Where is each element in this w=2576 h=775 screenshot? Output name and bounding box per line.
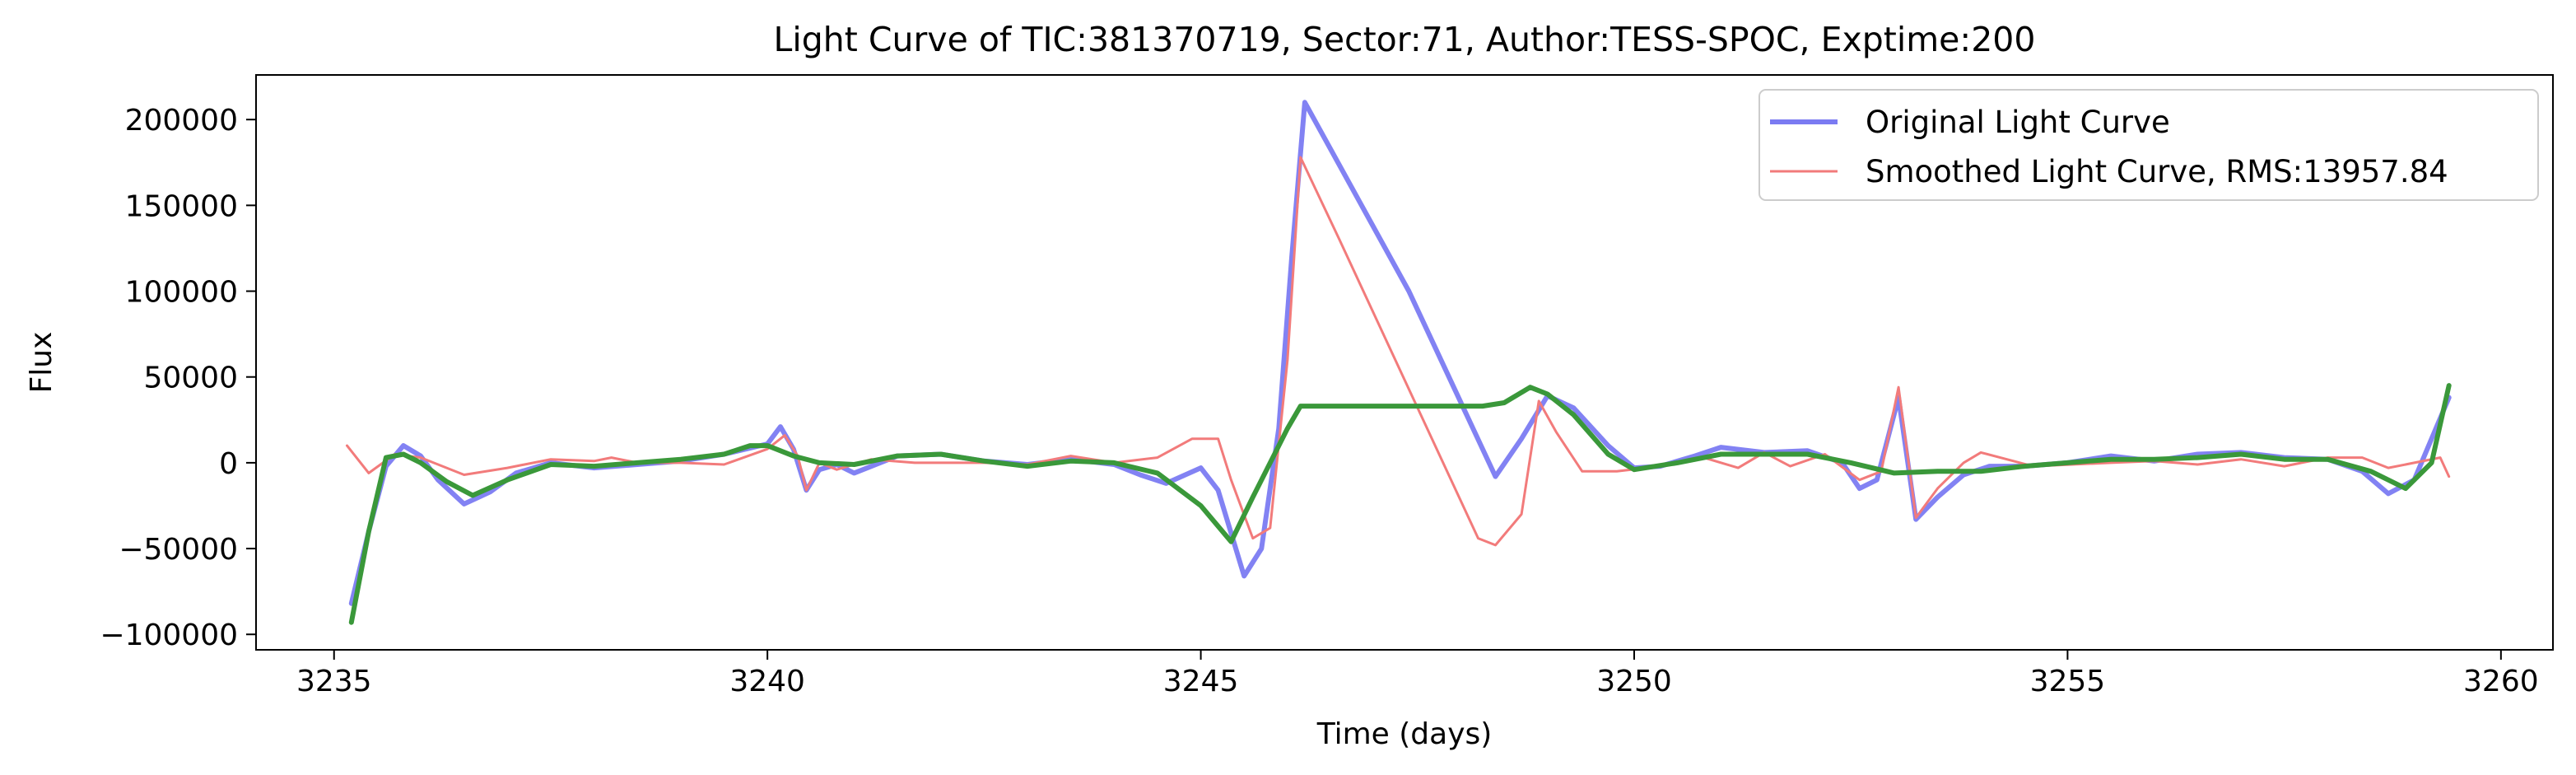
- legend-label-original: Original Light Curve: [1866, 105, 2170, 140]
- x-tick-label: 3260: [2463, 665, 2539, 698]
- chart-title: Light Curve of TIC:381370719, Sector:71,…: [774, 20, 2036, 59]
- x-axis-label: Time (days): [1316, 717, 1493, 751]
- x-tick-label: 3250: [1596, 665, 1672, 698]
- y-tick-label: 0: [219, 447, 238, 481]
- x-axis: 3235 3240 3245 3250 3255 3260: [296, 650, 2539, 698]
- y-tick-label: 100000: [125, 276, 238, 310]
- y-tick-label: 50000: [143, 362, 238, 395]
- x-tick-label: 3245: [1163, 665, 1239, 698]
- series-layer: [346, 100, 2452, 625]
- plot-frame: [255, 74, 2554, 651]
- y-axis-label: Flux: [25, 332, 58, 394]
- y-tick-label: 150000: [125, 189, 238, 223]
- x-tick-label: 3255: [2030, 665, 2106, 698]
- y-axis: −100000 −50000 0 50000 100000 150000 200000: [100, 104, 256, 652]
- series-line-green: [348, 383, 2452, 625]
- x-tick-label: 3240: [729, 665, 805, 698]
- legend-label-smoothed: Smoothed Light Curve, RMS:13957.84: [1866, 154, 2448, 189]
- legend: Original Light Curve Smoothed Light Curv…: [1758, 89, 2539, 201]
- y-tick-label: −100000: [100, 619, 238, 652]
- y-tick-label: 200000: [125, 104, 238, 138]
- legend-box: [1758, 89, 2539, 201]
- y-tick-label: −50000: [119, 533, 238, 567]
- x-tick-label: 3235: [296, 665, 372, 698]
